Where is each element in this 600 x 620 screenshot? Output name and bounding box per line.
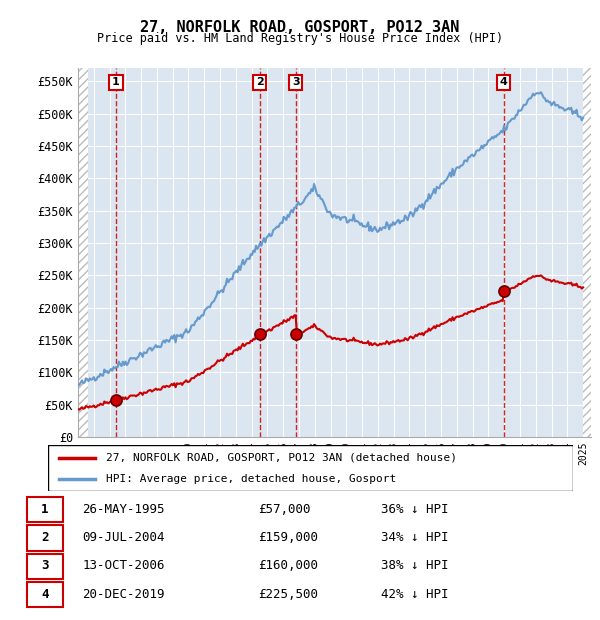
Text: 1: 1 (112, 78, 120, 87)
Text: 09-JUL-2004: 09-JUL-2004 (83, 531, 165, 544)
Text: 3: 3 (292, 78, 299, 87)
Text: 27, NORFOLK ROAD, GOSPORT, PO12 3AN (detached house): 27, NORFOLK ROAD, GOSPORT, PO12 3AN (det… (106, 453, 457, 463)
FancyBboxPatch shape (48, 445, 573, 491)
FancyBboxPatch shape (27, 554, 63, 579)
Text: £225,500: £225,500 (259, 588, 319, 601)
Text: £160,000: £160,000 (259, 559, 319, 572)
FancyBboxPatch shape (27, 582, 63, 607)
Text: 1: 1 (41, 503, 49, 516)
FancyBboxPatch shape (27, 497, 63, 523)
Text: 3: 3 (41, 559, 49, 572)
Text: 36% ↓ HPI: 36% ↓ HPI (381, 503, 449, 516)
Text: 34% ↓ HPI: 34% ↓ HPI (381, 531, 449, 544)
Text: 27, NORFOLK ROAD, GOSPORT, PO12 3AN: 27, NORFOLK ROAD, GOSPORT, PO12 3AN (140, 20, 460, 35)
Text: 38% ↓ HPI: 38% ↓ HPI (381, 559, 449, 572)
Text: 2: 2 (41, 531, 49, 544)
Text: Price paid vs. HM Land Registry's House Price Index (HPI): Price paid vs. HM Land Registry's House … (97, 32, 503, 45)
Text: 42% ↓ HPI: 42% ↓ HPI (381, 588, 449, 601)
Text: 26-MAY-1995: 26-MAY-1995 (83, 503, 165, 516)
Text: 13-OCT-2006: 13-OCT-2006 (83, 559, 165, 572)
Text: 2: 2 (256, 78, 264, 87)
Bar (78, 68, 88, 437)
Text: £57,000: £57,000 (259, 503, 311, 516)
Bar (583, 68, 591, 437)
Text: £159,000: £159,000 (259, 531, 319, 544)
Text: HPI: Average price, detached house, Gosport: HPI: Average price, detached house, Gosp… (106, 474, 396, 484)
FancyBboxPatch shape (27, 525, 63, 551)
Text: 4: 4 (500, 78, 508, 87)
Text: 4: 4 (41, 588, 49, 601)
Text: 20-DEC-2019: 20-DEC-2019 (83, 588, 165, 601)
